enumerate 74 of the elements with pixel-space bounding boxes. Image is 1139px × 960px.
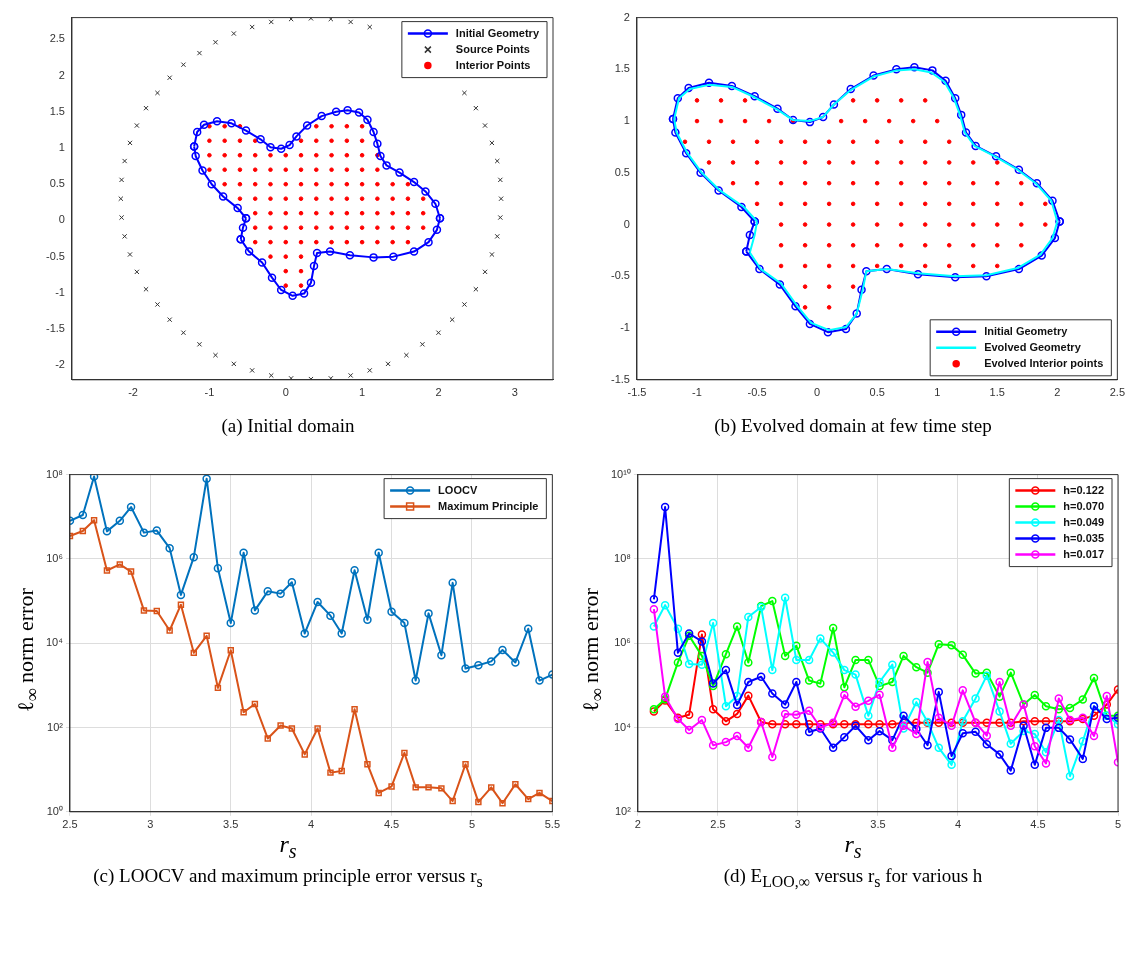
y-tick-label: 10⁴: [45, 636, 64, 649]
x-tick-label: 4: [308, 818, 315, 831]
text: (c) LOOCV and maximum principle error versus r$_{s}$: [93, 864, 483, 891]
legend-label: h=0.070: [1063, 499, 1104, 512]
legend-label: h=0.122: [1063, 483, 1104, 496]
x-tick-label: 2.5: [710, 818, 726, 831]
y-tick-label: 2: [623, 10, 630, 23]
y-tick-label: -1.5: [610, 372, 630, 385]
y-tick-label: 1.5: [49, 104, 65, 117]
y-tick-label: 2: [58, 68, 65, 81]
legend-label: h=0.017: [1063, 547, 1104, 560]
legend-label: h=0.035: [1063, 531, 1104, 544]
x-tick-label: -2: [128, 386, 138, 399]
y-tick-label: -1: [55, 285, 65, 298]
y-tick-label: 0: [623, 217, 630, 230]
x-tick-label: 0: [282, 386, 289, 399]
x-tick-label: 5: [1114, 818, 1122, 831]
y-tick-label: 10⁸: [614, 551, 631, 564]
y-tick-label: 0.5: [614, 165, 630, 178]
x-tick-label: 0.5: [869, 386, 885, 399]
legend-label: Maximum Principle: [438, 499, 539, 512]
y-tick-label: 10⁰: [46, 804, 63, 817]
legend-label: Interior Points: [455, 58, 531, 71]
text: (a) Initial domain: [221, 415, 355, 437]
legend-label: Evolved Geometry: [984, 340, 1082, 353]
x-tick-label: 3: [511, 386, 518, 399]
legend-label: h=0.049: [1063, 515, 1104, 528]
y-tick-label: -2: [55, 358, 65, 371]
x-tick-label: 3: [794, 818, 801, 831]
x-tick-label: 1.5: [989, 386, 1005, 399]
x-tick-label: 0: [814, 386, 821, 399]
y-tick-label: 2.5: [49, 32, 65, 45]
legend-label: Source Points: [455, 42, 530, 55]
x-tick-label: 3.5: [223, 818, 239, 831]
x-tick-label: 4.5: [383, 818, 400, 831]
y-tick-label: -0.5: [610, 269, 630, 282]
x-tick-label: 2.5: [1109, 386, 1125, 399]
x-tick-label: 4: [954, 818, 962, 831]
x-tick-label: -1: [204, 386, 215, 399]
y-tick-label: 10²: [614, 804, 632, 817]
x-tick-label: 3.5: [870, 818, 886, 831]
y-tick-label: -0.5: [45, 249, 65, 262]
x-tick-label: 5: [468, 818, 476, 831]
x-tick-label: -0.5: [747, 386, 767, 399]
y-tick-label: 10⁶: [614, 636, 631, 649]
x-tick-label: 2: [435, 386, 442, 399]
x-tick-label: 4.5: [1030, 818, 1046, 831]
y-tick-label: 10²: [47, 720, 64, 733]
legend-label: LOOCV: [438, 483, 478, 496]
x-axis-title: r$_{s}$: [844, 831, 862, 863]
x-tick-label: 2: [1054, 386, 1061, 399]
legend-label: Initial Geometry: [984, 324, 1069, 337]
x-tick-label: 1: [934, 386, 941, 399]
legend-label: Evolved Interior points: [984, 356, 1104, 369]
y-tick-label: 1.5: [614, 62, 630, 75]
y-tick-label: 1: [623, 114, 630, 127]
y-tick-label: 10¹⁰: [610, 467, 631, 480]
x-axis-title: r$_{s}$: [279, 831, 297, 863]
y-tick-label: 0.5: [49, 177, 65, 190]
y-tick-label: -1: [620, 321, 630, 334]
text: (d) E$_{LOO,∞}$ versus r$_{s}$ for various h: [723, 864, 983, 891]
y-tick-label: -1.5: [45, 322, 65, 335]
x-tick-label: 5.5: [544, 818, 560, 831]
y-tick-label: 10⁴: [613, 720, 632, 733]
text: (b) Evolved domain at few time step: [714, 415, 992, 437]
legend-label: Initial Geometry: [455, 26, 540, 39]
x-tick-label: 1: [359, 386, 366, 399]
x-tick-label: 2: [634, 818, 641, 831]
y-tick-label: 10⁸: [46, 467, 63, 480]
y-tick-label: 1: [58, 141, 65, 154]
x-tick-label: 3: [147, 818, 154, 831]
y-tick-label: 10⁶: [46, 551, 63, 564]
x-tick-label: -1: [692, 386, 702, 399]
y-tick-label: 0: [58, 213, 65, 226]
